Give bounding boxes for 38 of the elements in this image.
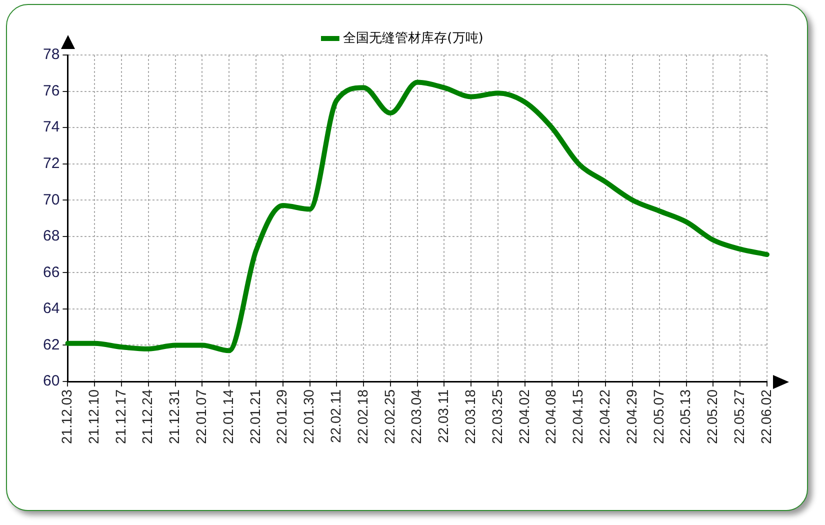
x-tick-label: 21.12.10: [85, 389, 102, 444]
x-tick-label: 22.01.07: [193, 389, 210, 444]
x-tick-label: 21.12.17: [112, 389, 128, 444]
x-tick-label: 22.01.14: [220, 389, 236, 444]
x-tick-label: 22.02.25: [381, 389, 398, 444]
x-tick-label: 21.12.24: [139, 389, 156, 444]
x-tick-label: 22.03.25: [488, 389, 505, 444]
y-tick-label: 74: [42, 118, 60, 136]
x-tick-label: 21.12.31: [166, 389, 182, 444]
x-tick-label: 22.04.29: [623, 389, 640, 444]
x-tick-label: 22.03.11: [435, 389, 452, 443]
x-tick-label: 22.05.07: [650, 389, 666, 444]
legend-label: 全国无缝管材库存(万吨): [343, 30, 484, 46]
x-tick-label: 22.04.15: [570, 389, 586, 444]
x-tick-label: 22.02.18: [354, 389, 370, 444]
x-tick-label: 21.12.03: [58, 389, 75, 444]
y-tick-label: 62: [42, 336, 60, 354]
y-tick-label: 64: [42, 300, 60, 318]
x-tick-label: 22.01.29: [274, 389, 290, 444]
y-tick-label: 78: [42, 46, 60, 64]
x-tick-label: 22.05.13: [677, 389, 694, 444]
x-tick-label: 22.04.02: [516, 389, 532, 444]
x-tick-label: 22.05.20: [704, 389, 720, 444]
x-tick-label: 22.03.04: [408, 389, 424, 444]
x-tick-label: 22.01.30: [300, 389, 317, 444]
y-tick-label: 66: [42, 264, 60, 281]
x-tick-label: 22.02.11: [328, 389, 344, 443]
x-tick-label: 22.01.21: [246, 389, 263, 444]
y-tick-label: 70: [42, 191, 60, 208]
x-tick-label: 22.03.18: [462, 389, 478, 444]
x-tick-label: 22.04.08: [542, 389, 559, 444]
x-tick-label: 22.06.02: [758, 389, 774, 444]
y-tick-label: 76: [42, 82, 60, 100]
y-tick-label: 72: [42, 154, 60, 172]
x-tick-label: 22.05.27: [730, 389, 747, 444]
x-tick-label: 22.04.22: [596, 389, 612, 444]
y-tick-label: 68: [42, 228, 60, 245]
y-tick-label: 60: [42, 372, 60, 390]
